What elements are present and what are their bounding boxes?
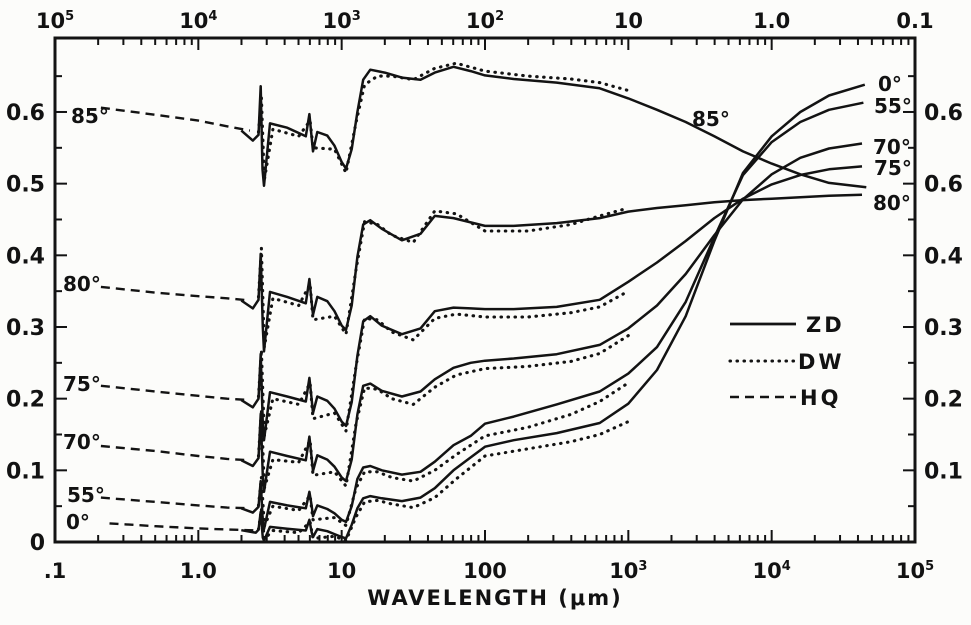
x-tick-label-top: 105 [36, 9, 74, 33]
curve-dw-75 [256, 289, 630, 438]
legend-label-dw: DW [798, 350, 845, 374]
x-tick-label-bottom: 104 [753, 559, 791, 583]
y-tick-label-left: 0.5 [6, 173, 45, 198]
plot-frame [53, 36, 917, 544]
curve-hq-55 [100, 496, 250, 510]
curve-label-right: 80° [873, 191, 911, 215]
y-tick-label-left: 0.4 [6, 244, 45, 269]
curve-label-right: 55° [874, 94, 912, 118]
x-tick-label-top: 102 [466, 9, 504, 33]
legend-label-hq: HQ [800, 386, 841, 410]
curve-label-mid: 85° [692, 107, 730, 131]
y-tick-label-left: 0.2 [6, 388, 45, 413]
y-tick-label-left: 0 [30, 531, 45, 556]
x-tick-label-top: 0.1 [896, 9, 933, 33]
curve-label-left: 70° [63, 430, 101, 454]
x-tick-label-bottom: 10 [327, 559, 356, 583]
curve-label-left: 80° [63, 272, 101, 296]
curve-label-left: 55° [67, 483, 105, 507]
y-tick-label-left: 0.6 [6, 101, 45, 126]
y-tick-label-right: 0.6 [924, 101, 963, 126]
curve-zd-0 [241, 83, 866, 541]
y-tick-label-right: 0.3 [924, 316, 963, 341]
x-tick-label-bottom: .1 [44, 559, 67, 583]
x-tick-label-bottom: 1.0 [180, 559, 217, 583]
curve-label-right: 0° [878, 72, 902, 96]
curve-zd-70 [240, 142, 863, 494]
x-tick-label-top: 104 [179, 9, 217, 33]
curve-label-left: 0° [66, 510, 90, 534]
curve-hq-70 [100, 444, 250, 462]
x-tick-label-bottom: 103 [609, 559, 647, 583]
x-tick-label-bottom: 100 [463, 559, 507, 583]
y-tick-label-left: 0.3 [6, 316, 45, 341]
curve-label-left: 85° [71, 104, 109, 128]
y-tick-label-right: 0.2 [924, 388, 963, 413]
x-tick-label-top: 1.0 [753, 9, 790, 33]
curve-zd-55 [240, 101, 864, 531]
curve-zd-85 [240, 65, 867, 189]
curve-label-left: 75° [63, 372, 101, 396]
curve-dw-0 [256, 420, 630, 541]
y-tick-label-right: 0.6 [924, 173, 963, 198]
curve-dw-55 [256, 381, 630, 528]
x-tick-label-top: 103 [323, 9, 361, 33]
x-axis-title: WAVELENGTH (μm) [367, 586, 623, 610]
curve-dw-85 [256, 61, 630, 182]
curve-label-right: 75° [874, 156, 912, 180]
y-tick-label-right: 0.4 [924, 244, 963, 269]
curve-hq-80 [100, 285, 251, 302]
curve-hq-75 [100, 384, 250, 402]
curve-zd-75 [240, 165, 863, 442]
curve-hq-0 [109, 522, 259, 532]
curve-dw-80 [256, 206, 630, 349]
legend-label-zd: ZD [806, 313, 845, 337]
curve-label-right: 70° [873, 135, 911, 159]
x-tick-label-top: 10 [614, 9, 643, 33]
curve-hq-85 [100, 106, 251, 132]
y-tick-label-right: 0.1 [924, 459, 963, 484]
y-tick-label-left: 0.1 [6, 459, 45, 484]
x-tick-label-bottom: 105 [896, 559, 934, 583]
curve-zd-80 [240, 193, 863, 353]
